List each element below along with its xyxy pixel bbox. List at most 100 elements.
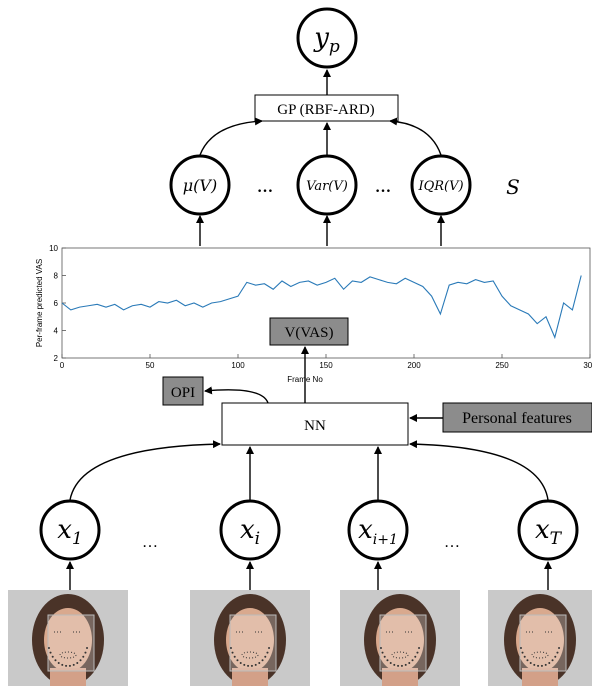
landmark	[236, 659, 238, 661]
landmark	[262, 659, 264, 661]
landmark	[73, 664, 75, 666]
face-crop	[48, 615, 94, 671]
vas-label: V(VAS)	[285, 325, 334, 341]
face-crop	[520, 615, 566, 671]
face-crop	[230, 615, 276, 671]
landmark	[414, 656, 416, 658]
landmark	[76, 662, 78, 664]
landmark	[541, 665, 543, 667]
x-tick-label: 0	[60, 361, 65, 370]
landmark	[382, 652, 384, 654]
x-tick-label: 50	[146, 361, 155, 370]
diagram: yp GP (RBF-ARD) μ(V) Var(V) IQR(V) … … S…	[0, 0, 592, 686]
gp-label: GP (RBF-ARD)	[277, 102, 374, 118]
x-tick-label: 300	[583, 361, 592, 370]
arrow	[70, 444, 220, 500]
landmark	[552, 659, 554, 661]
landmark	[255, 664, 257, 666]
landmark	[266, 652, 268, 654]
x-tick-label: 100	[231, 361, 245, 370]
y-axis-label: Per-frame predicted VAS	[35, 259, 44, 347]
x-tick-label: 200	[407, 361, 421, 370]
label-base: x	[240, 515, 255, 545]
landmark	[405, 664, 407, 666]
set-label: S	[506, 175, 520, 199]
ellipsis: …	[257, 179, 273, 196]
label-sub: 1	[72, 529, 83, 549]
label-base: y	[313, 23, 329, 53]
label-sub: T	[550, 529, 563, 549]
stat-label: Var(V)	[306, 179, 348, 194]
landmark	[390, 662, 392, 664]
landmark	[268, 647, 270, 649]
landmark	[65, 665, 67, 667]
arrow	[410, 444, 548, 500]
landmark	[418, 647, 420, 649]
landmark	[48, 647, 50, 649]
landmark	[548, 662, 550, 664]
y-tick-label: 8	[54, 272, 59, 281]
landmark	[54, 659, 56, 661]
landmark	[243, 664, 245, 666]
ellipsis: …	[142, 534, 158, 551]
ellipsis: …	[375, 179, 391, 196]
x-tick-label: 250	[495, 361, 509, 370]
landmark	[537, 665, 539, 667]
landmark	[380, 647, 382, 649]
landmark	[80, 659, 82, 661]
landmark	[408, 662, 410, 664]
landmark	[61, 664, 63, 666]
landmark	[530, 662, 532, 664]
label-sub: p	[329, 37, 340, 57]
label-base: x	[535, 515, 550, 545]
face-crop	[380, 615, 426, 671]
landmark	[234, 656, 236, 658]
chart: Per-frame predicted VAS Frame No 2468100…	[35, 244, 592, 384]
landmark	[264, 656, 266, 658]
y-tick-label: 2	[54, 354, 59, 363]
landmark	[69, 665, 71, 667]
label-sub: i+1	[373, 532, 398, 548]
label-sub: i	[255, 529, 260, 549]
landmark	[397, 665, 399, 667]
landmark	[416, 652, 418, 654]
landmark	[86, 647, 88, 649]
arrow	[200, 121, 262, 155]
landmark	[230, 647, 232, 649]
y-tick-label: 6	[54, 299, 59, 308]
landmark	[232, 652, 234, 654]
landmark	[247, 665, 249, 667]
landmark	[412, 659, 414, 661]
arrow	[390, 121, 441, 155]
landmark	[240, 662, 242, 664]
opi-label: OPI	[171, 385, 195, 401]
landmark	[522, 652, 524, 654]
landmark	[533, 664, 535, 666]
stat-label: μ(V)	[183, 176, 217, 195]
landmark	[386, 659, 388, 661]
landmark	[384, 656, 386, 658]
landmark	[82, 656, 84, 658]
landmark	[554, 656, 556, 658]
x-tick-label: 150	[319, 361, 333, 370]
landmark	[258, 662, 260, 664]
landmark	[558, 647, 560, 649]
landmark	[545, 664, 547, 666]
landmark	[401, 665, 403, 667]
landmark	[393, 664, 395, 666]
ellipsis: …	[444, 534, 460, 551]
arrow	[205, 390, 268, 403]
landmark	[50, 652, 52, 654]
landmark	[251, 665, 253, 667]
landmark	[524, 656, 526, 658]
landmark	[52, 656, 54, 658]
landmark	[58, 662, 60, 664]
stat-label: IQR(V)	[417, 179, 463, 194]
landmark	[520, 647, 522, 649]
label-base: x	[358, 515, 373, 545]
label-base: x	[57, 515, 72, 545]
personal-label: Personal features	[462, 410, 572, 427]
landmark	[84, 652, 86, 654]
landmark	[556, 652, 558, 654]
